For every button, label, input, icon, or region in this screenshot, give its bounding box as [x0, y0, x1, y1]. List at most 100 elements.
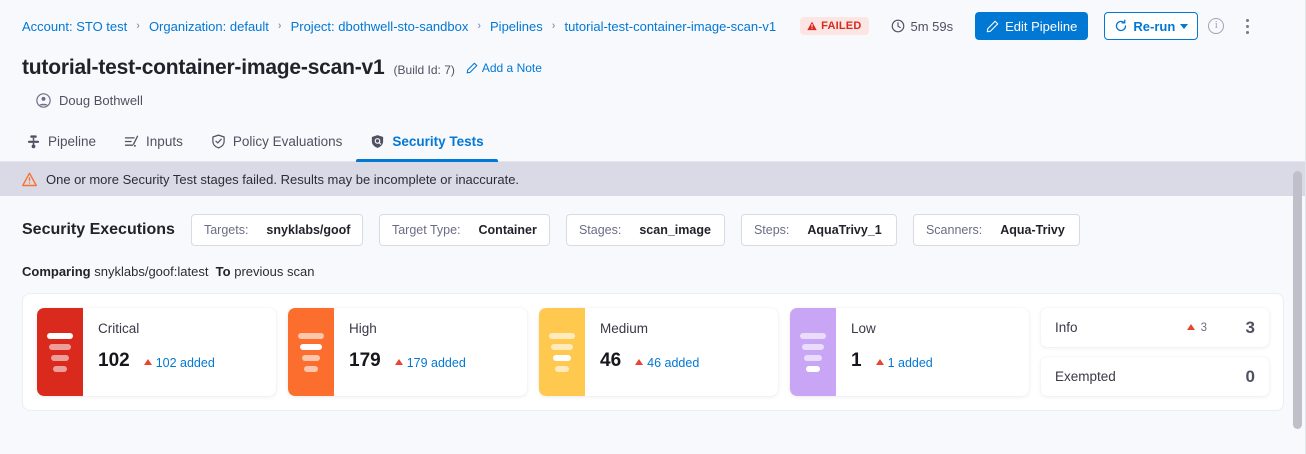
severity-body-high: High 179 179 added [334, 308, 527, 396]
filter-steps-label: Steps: [753, 223, 790, 237]
build-id-label: (Build Id: 7) [393, 63, 455, 77]
breadcrumb-item-organization[interactable]: Organization: default [148, 18, 269, 34]
severity-added-label-low: 1 added [887, 356, 933, 370]
info-count-card[interactable]: Info 3 3 [1041, 308, 1269, 347]
severity-numbers-medium: 46 46 added [600, 350, 768, 372]
author-name: Doug Bothwell [59, 93, 143, 108]
breadcrumb-separator-icon: › [551, 20, 556, 32]
exempted-value: 0 [1245, 366, 1255, 386]
severity-stripe-critical [37, 308, 83, 396]
severity-body-critical: Critical 102 102 added [83, 308, 276, 396]
severity-stripe-medium [539, 308, 585, 396]
severity-card-critical[interactable]: Critical 102 102 added [37, 308, 276, 396]
severity-bar-2 [49, 343, 71, 350]
breadcrumb-item-account[interactable]: Account: STO test [22, 18, 128, 34]
triangle-up-icon [635, 359, 644, 365]
edit-pipeline-button[interactable]: Edit Pipeline [975, 12, 1089, 40]
triangle-up-icon [875, 359, 884, 365]
severity-label-low: Low [851, 321, 876, 336]
severity-label-medium: Medium [600, 321, 649, 336]
severity-label-high: High [349, 321, 377, 336]
user-avatar-icon [36, 93, 51, 108]
severity-bar-3 [51, 354, 69, 361]
tab-pipeline[interactable]: Pipeline [22, 122, 110, 161]
tab-inputs[interactable]: Inputs [110, 122, 197, 161]
tab-inputs-label: Inputs [146, 134, 183, 149]
status-badge: FAILED [800, 17, 870, 35]
severity-added-label-medium: 46 added [647, 356, 700, 370]
comparing-prefix: Comparing [22, 264, 91, 279]
filter-stages[interactable]: Stages: scan_image [565, 214, 725, 246]
filter-scanners-label: Scanners: [925, 223, 983, 237]
tab-bar: Pipeline Inputs Policy Evaluations [0, 122, 1306, 162]
build-duration-label: 5m 59s [910, 18, 954, 34]
tab-policy-evaluations[interactable]: Policy Evaluations [197, 122, 357, 161]
filter-targets[interactable]: Targets: snyklabs/goof [190, 214, 363, 246]
severity-added-low: 1 added [875, 356, 933, 370]
warning-triangle-icon [807, 21, 817, 31]
severity-count-low: 1 [851, 350, 862, 371]
breadcrumb-item-pipeline-name[interactable]: tutorial-test-container-image-scan-v1 [564, 18, 777, 34]
severity-bar-4 [53, 365, 67, 372]
tab-security-tests[interactable]: Security Tests [356, 122, 498, 162]
breadcrumb-item-pipelines[interactable]: Pipelines [490, 18, 543, 34]
severity-body-low: Low 1 1 added [836, 308, 1029, 396]
filter-target-type-label: Target Type: [391, 223, 461, 237]
exempted-label: Exempted [1055, 369, 1116, 384]
triangle-up-icon [394, 359, 403, 365]
author-row: Doug Bothwell [22, 93, 1284, 108]
warning-banner: One or more Security Test stages failed.… [0, 162, 1306, 196]
filter-targets-value: snyklabs/goof [266, 223, 351, 237]
severity-bar-1 [47, 332, 73, 339]
severity-numbers-low: 1 1 added [851, 350, 1019, 372]
severity-bar-1 [298, 332, 324, 339]
severity-bar-3 [804, 354, 822, 361]
info-delta: 3 [1186, 322, 1207, 334]
severity-bar-2 [300, 343, 322, 350]
chevron-down-icon [1180, 23, 1189, 29]
severity-bar-1 [549, 332, 575, 339]
more-options-icon[interactable] [1238, 16, 1256, 36]
severity-card-high[interactable]: High 179 179 added [288, 308, 527, 396]
severity-bar-3 [553, 354, 571, 361]
filter-steps[interactable]: Steps: AquaTrivy_1 [740, 214, 897, 246]
pencil-icon [466, 62, 478, 74]
secondary-counts-column: Info 3 3 Exempted 0 [1041, 308, 1269, 396]
severity-card-low[interactable]: Low 1 1 added [790, 308, 1029, 396]
severity-bar-1 [800, 332, 826, 339]
severity-bar-2 [551, 343, 573, 350]
severity-numbers-critical: 102 102 added [98, 350, 266, 372]
severity-count-critical: 102 [98, 350, 130, 371]
severity-summary-panel: Critical 102 102 added [22, 293, 1284, 411]
warning-triangle-icon [22, 172, 37, 186]
add-note-label: Add a Note [481, 61, 542, 75]
breadcrumb-bar: Account: STO test › Organization: defaul… [0, 0, 1306, 52]
info-icon[interactable]: i [1208, 18, 1225, 34]
add-note-link[interactable]: Add a Note [466, 61, 542, 75]
severity-card-medium[interactable]: Medium 46 46 added [539, 308, 778, 396]
breadcrumb-item-project[interactable]: Project: dbothwell-sto-sandbox [290, 18, 469, 34]
title-row: tutorial-test-container-image-scan-v1 (B… [22, 52, 1284, 80]
severity-added-label-critical: 102 added [155, 356, 215, 370]
exempted-count-card[interactable]: Exempted 0 [1041, 357, 1269, 396]
tab-policy-evaluations-label: Policy Evaluations [232, 134, 343, 149]
comparing-target: previous scan [234, 264, 315, 279]
rerun-button[interactable]: Re-run [1104, 12, 1199, 40]
executions-header-row: Security Executions Targets: snyklabs/go… [22, 196, 1284, 246]
filter-scanners[interactable]: Scanners: Aqua-Trivy [912, 214, 1080, 246]
severity-count-medium: 46 [600, 350, 622, 371]
clock-icon [892, 19, 905, 33]
filter-scanners-value: Aqua-Trivy [1000, 223, 1065, 237]
severity-body-medium: Medium 46 46 added [585, 308, 778, 396]
filter-steps-value: AquaTrivy_1 [807, 223, 882, 237]
scrollbar-thumb[interactable] [1293, 171, 1302, 429]
severity-bar-4 [304, 365, 318, 372]
security-executions-section: Security Executions Targets: snyklabs/go… [0, 196, 1306, 411]
filter-target-type-value: Container [478, 223, 537, 237]
filter-target-type[interactable]: Target Type: Container [378, 214, 550, 246]
section-title: Security Executions [22, 221, 175, 238]
info-label: Info [1055, 320, 1078, 335]
pencil-icon [986, 20, 999, 32]
filter-stages-label: Stages: [578, 223, 622, 237]
